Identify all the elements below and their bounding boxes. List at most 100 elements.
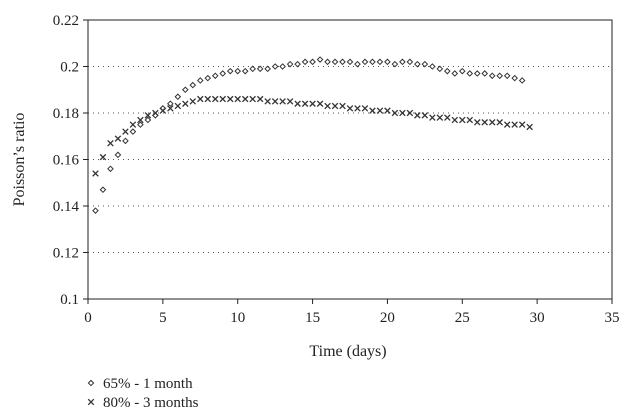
data-point — [264, 98, 271, 105]
data-point — [114, 151, 122, 159]
data-point — [182, 86, 189, 94]
x-tick-label: 15 — [305, 310, 320, 326]
data-point — [92, 170, 99, 177]
data-point — [204, 74, 212, 82]
data-point — [339, 102, 346, 110]
data-point — [301, 100, 309, 107]
data-point — [369, 107, 376, 114]
data-point — [122, 137, 129, 145]
data-points — [92, 56, 533, 214]
data-point — [458, 67, 466, 75]
data-point — [309, 58, 316, 66]
data-point — [264, 65, 271, 73]
data-point — [444, 114, 451, 121]
series-1 — [92, 56, 526, 214]
data-point — [406, 109, 414, 117]
data-point — [331, 102, 339, 110]
data-point — [294, 60, 301, 68]
data-point — [107, 139, 114, 147]
data-point — [376, 107, 384, 114]
data-point — [384, 58, 391, 66]
data-point — [256, 95, 264, 103]
data-point — [511, 121, 518, 128]
data-point — [361, 105, 369, 112]
y-axis-title: Poisson’s ratio — [11, 113, 28, 207]
data-point — [503, 72, 511, 80]
data-point — [219, 95, 227, 103]
data-point — [234, 95, 241, 103]
data-point — [286, 60, 294, 68]
data-point — [189, 98, 197, 105]
data-point — [249, 65, 256, 73]
data-point — [92, 207, 99, 214]
data-point — [369, 58, 376, 66]
data-point — [301, 58, 309, 66]
data-point — [414, 60, 421, 68]
data-point — [241, 95, 249, 103]
data-point — [459, 116, 466, 124]
data-point — [429, 114, 436, 121]
data-point — [159, 107, 167, 114]
data-point — [129, 128, 137, 135]
legend-label: 65% - 1 month — [103, 376, 193, 392]
data-point — [518, 121, 526, 128]
data-point — [361, 58, 369, 66]
data-point — [286, 98, 294, 105]
data-point — [451, 116, 459, 124]
data-point — [421, 112, 429, 119]
x-tick-label: 35 — [605, 310, 620, 326]
data-point — [174, 93, 182, 101]
data-point — [518, 77, 526, 84]
data-point — [182, 100, 189, 107]
data-point — [346, 58, 354, 66]
data-point — [331, 58, 339, 66]
x-tick-label: 30 — [530, 310, 545, 326]
data-point — [473, 119, 481, 126]
data-point — [107, 165, 114, 173]
data-point — [129, 121, 137, 128]
data-point — [144, 116, 152, 124]
legend-label: 80% - 3 months — [103, 395, 199, 411]
data-point — [488, 119, 496, 126]
data-point — [316, 100, 324, 107]
y-tick-label: 0.14 — [53, 199, 80, 215]
data-point — [339, 58, 346, 66]
data-point — [399, 109, 406, 117]
data-point — [196, 77, 204, 84]
data-point — [144, 112, 152, 119]
data-point — [496, 119, 503, 126]
data-point — [294, 100, 301, 107]
data-point — [444, 67, 451, 75]
data-point — [399, 58, 406, 66]
data-point — [279, 98, 286, 105]
data-point — [354, 60, 361, 68]
data-point — [137, 121, 144, 128]
data-point — [167, 105, 174, 112]
gridlines — [88, 66, 612, 253]
data-point — [384, 107, 391, 114]
data-point — [271, 98, 279, 105]
data-point — [481, 119, 489, 126]
data-point — [503, 121, 511, 128]
data-point — [226, 95, 234, 103]
data-point — [421, 60, 429, 68]
data-point — [226, 67, 234, 75]
data-point — [376, 58, 384, 66]
series-2 — [92, 95, 533, 177]
data-point — [391, 60, 399, 68]
data-point — [99, 186, 107, 194]
y-tick-label: 0.16 — [53, 153, 80, 169]
data-point — [234, 67, 242, 75]
data-point — [354, 105, 361, 112]
data-point — [137, 116, 144, 124]
data-point — [473, 70, 481, 77]
data-point — [122, 128, 129, 135]
x-tick-label: 25 — [455, 310, 470, 326]
y-tick-label: 0.12 — [53, 246, 79, 262]
data-point — [279, 63, 286, 70]
data-point — [324, 102, 331, 110]
data-point — [152, 109, 159, 117]
data-point — [466, 70, 474, 77]
data-point — [526, 123, 533, 131]
